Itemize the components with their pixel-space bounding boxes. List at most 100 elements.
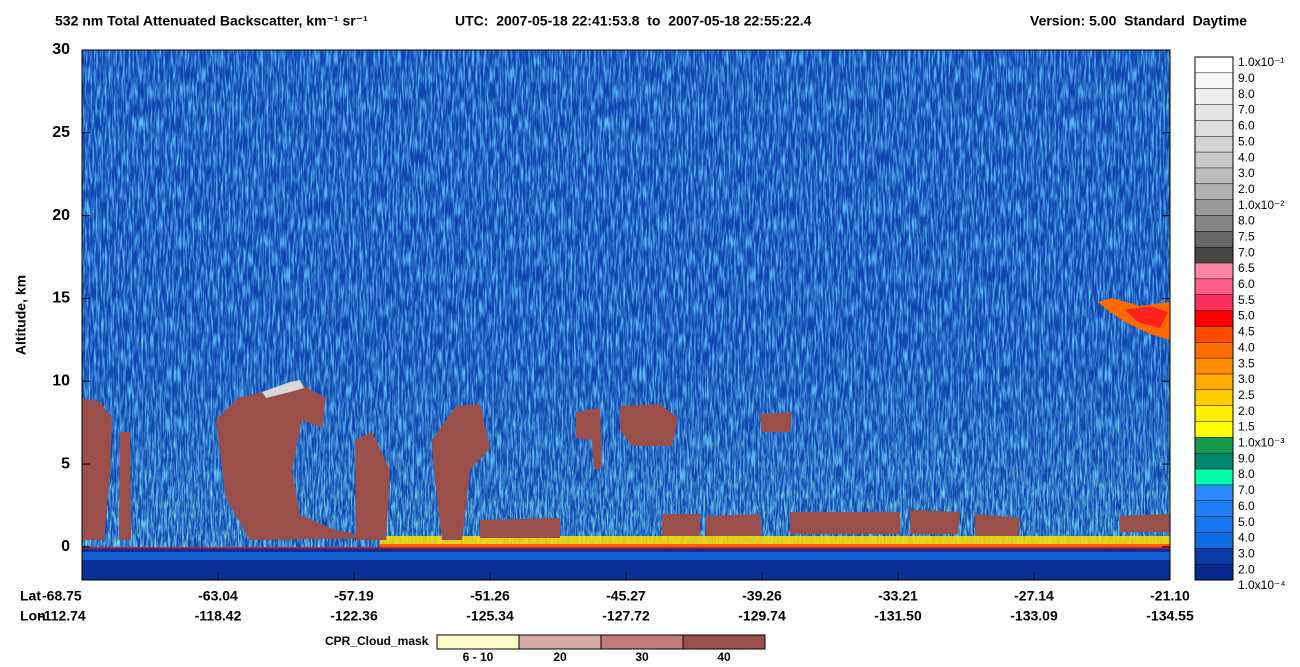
cloud xyxy=(790,512,900,534)
colorbar-label: 7.0 xyxy=(1238,483,1255,497)
colorbar-label: 1.0x10⁻¹ xyxy=(1238,55,1284,69)
colorbar-swatch xyxy=(1195,421,1233,438)
colorbar-swatch xyxy=(1195,310,1233,327)
colorbar-label: 2.0 xyxy=(1238,404,1255,418)
colorbar-swatch xyxy=(1195,199,1233,216)
colorbar-label: 6.5 xyxy=(1238,261,1255,275)
colorbar-label: 5.0 xyxy=(1238,309,1255,323)
colorbar-label: 7.5 xyxy=(1238,230,1255,244)
colorbar-swatch xyxy=(1195,167,1233,185)
cloud-mask-shapes xyxy=(82,384,1170,540)
lon-tick-label: -134.55 xyxy=(1146,608,1194,624)
colorbar-label: 6.0 xyxy=(1238,277,1255,291)
colorbar-swatch xyxy=(1195,453,1233,470)
lat-tick-label: -51.26 xyxy=(470,588,510,604)
colorbar-label: 8.0 xyxy=(1238,87,1255,101)
cloud-mask-label: 40 xyxy=(717,650,731,664)
colorbar-swatch xyxy=(1195,88,1233,105)
y-axis-label: Altitude, km xyxy=(13,275,29,355)
colorbar-swatch xyxy=(1195,484,1233,502)
colorbar-swatch xyxy=(1195,564,1233,581)
cloud xyxy=(975,514,1020,536)
colorbar-swatch xyxy=(1195,516,1233,533)
lon-tick-label: -133.09 xyxy=(1010,608,1058,624)
utc-range: UTC: 2007-05-18 22:41:53.8 to 2007-05-18… xyxy=(455,13,812,29)
colorbar-swatch xyxy=(1195,57,1233,74)
colorbar-swatch xyxy=(1195,532,1233,549)
lat-tick-label: -63.04 xyxy=(198,588,238,604)
lat-tick-label: -57.19 xyxy=(334,588,374,604)
cloud-mask-swatch xyxy=(682,634,766,650)
colorbar-label: 1.0x10⁻² xyxy=(1238,198,1284,212)
cloud-mask-swatch xyxy=(436,634,520,650)
cloud xyxy=(576,408,602,470)
colorbar-label: 3.5 xyxy=(1238,356,1255,370)
lon-tick-label: -127.72 xyxy=(602,608,650,624)
colorbar-swatch xyxy=(1195,72,1233,89)
colorbar-label: 3.0 xyxy=(1238,546,1255,560)
colorbar-label: 2.5 xyxy=(1238,388,1255,402)
colorbar-swatch xyxy=(1195,548,1233,565)
cloud xyxy=(760,412,792,432)
lat-tick-label: -68.75 xyxy=(42,588,82,604)
high-cloud-core xyxy=(1125,306,1168,328)
cloud-mask-title: CPR_Cloud_mask xyxy=(325,634,429,648)
colorbar-swatch xyxy=(1195,389,1233,406)
colorbar-label: 5.0 xyxy=(1238,515,1255,529)
y-tick-label: 15 xyxy=(52,290,70,307)
colorbar-swatch xyxy=(1195,358,1233,375)
y-tick-label: 20 xyxy=(52,207,70,224)
cloud xyxy=(216,384,378,540)
colorbar-label: 7.0 xyxy=(1238,103,1255,117)
lon-label: Lon xyxy=(20,608,46,624)
lat-tick-label: -45.27 xyxy=(606,588,646,604)
colorbar-label: 3.0 xyxy=(1238,372,1255,386)
colorbar-swatch xyxy=(1195,263,1233,280)
colorbar-swatch xyxy=(1195,104,1233,121)
colorbar-label: 4.0 xyxy=(1238,340,1255,354)
colorbar-swatch xyxy=(1195,326,1233,343)
cloud xyxy=(1120,514,1170,532)
colorbar-swatch xyxy=(1195,500,1233,517)
y-tick-label: 25 xyxy=(52,124,70,141)
colorbar-swatch xyxy=(1195,405,1233,422)
y-tick-label: 30 xyxy=(52,41,70,58)
lat-tick-label: -33.21 xyxy=(878,588,918,604)
cloud xyxy=(82,398,112,540)
lat-tick-label: -39.26 xyxy=(742,588,782,604)
y-tick-label: 0 xyxy=(61,538,70,555)
subsurface-band xyxy=(82,552,1170,560)
lat-label: Lat xyxy=(20,588,41,604)
cloud-mask-swatch xyxy=(518,634,602,650)
colorbar-label: 8.0 xyxy=(1238,467,1255,481)
cloud-mask-label: 6 - 10 xyxy=(463,650,494,664)
cloud xyxy=(910,510,960,534)
cloud-mask-label: 20 xyxy=(553,650,567,664)
lon-tick-label: -118.42 xyxy=(195,608,242,624)
lon-tick-label: -112.74 xyxy=(39,608,86,624)
colorbar-label: 2.0 xyxy=(1238,562,1255,576)
lat-tick-label: -27.14 xyxy=(1014,588,1054,604)
colorbar-label: 9.0 xyxy=(1238,451,1255,465)
surface-band xyxy=(380,536,1170,546)
colorbar-label: 6.0 xyxy=(1238,119,1255,133)
colorbar-swatch xyxy=(1195,183,1233,200)
cloud xyxy=(119,432,131,540)
colorbar-label: 1.0x10⁻⁴ xyxy=(1238,578,1286,592)
cloud xyxy=(480,518,560,538)
colorbar-swatch xyxy=(1195,294,1233,311)
cloud xyxy=(706,514,762,536)
colorbar-label: 1.5 xyxy=(1238,420,1255,434)
cloud-top-bright xyxy=(262,380,304,398)
colorbar-label: 5.0 xyxy=(1238,134,1255,148)
colorbar-label: 4.0 xyxy=(1238,531,1255,545)
colorbar-swatch xyxy=(1195,437,1233,454)
colorbar-swatch xyxy=(1195,215,1233,232)
y-tick-label: 5 xyxy=(61,455,70,472)
colorbar-label: 7.0 xyxy=(1238,245,1255,259)
backscatter-curtain xyxy=(82,50,1170,580)
colorbar-label: 5.5 xyxy=(1238,293,1255,307)
lon-tick-label: -125.34 xyxy=(466,608,514,624)
chart-title: 532 nm Total Attenuated Backscatter, km⁻… xyxy=(55,13,368,29)
